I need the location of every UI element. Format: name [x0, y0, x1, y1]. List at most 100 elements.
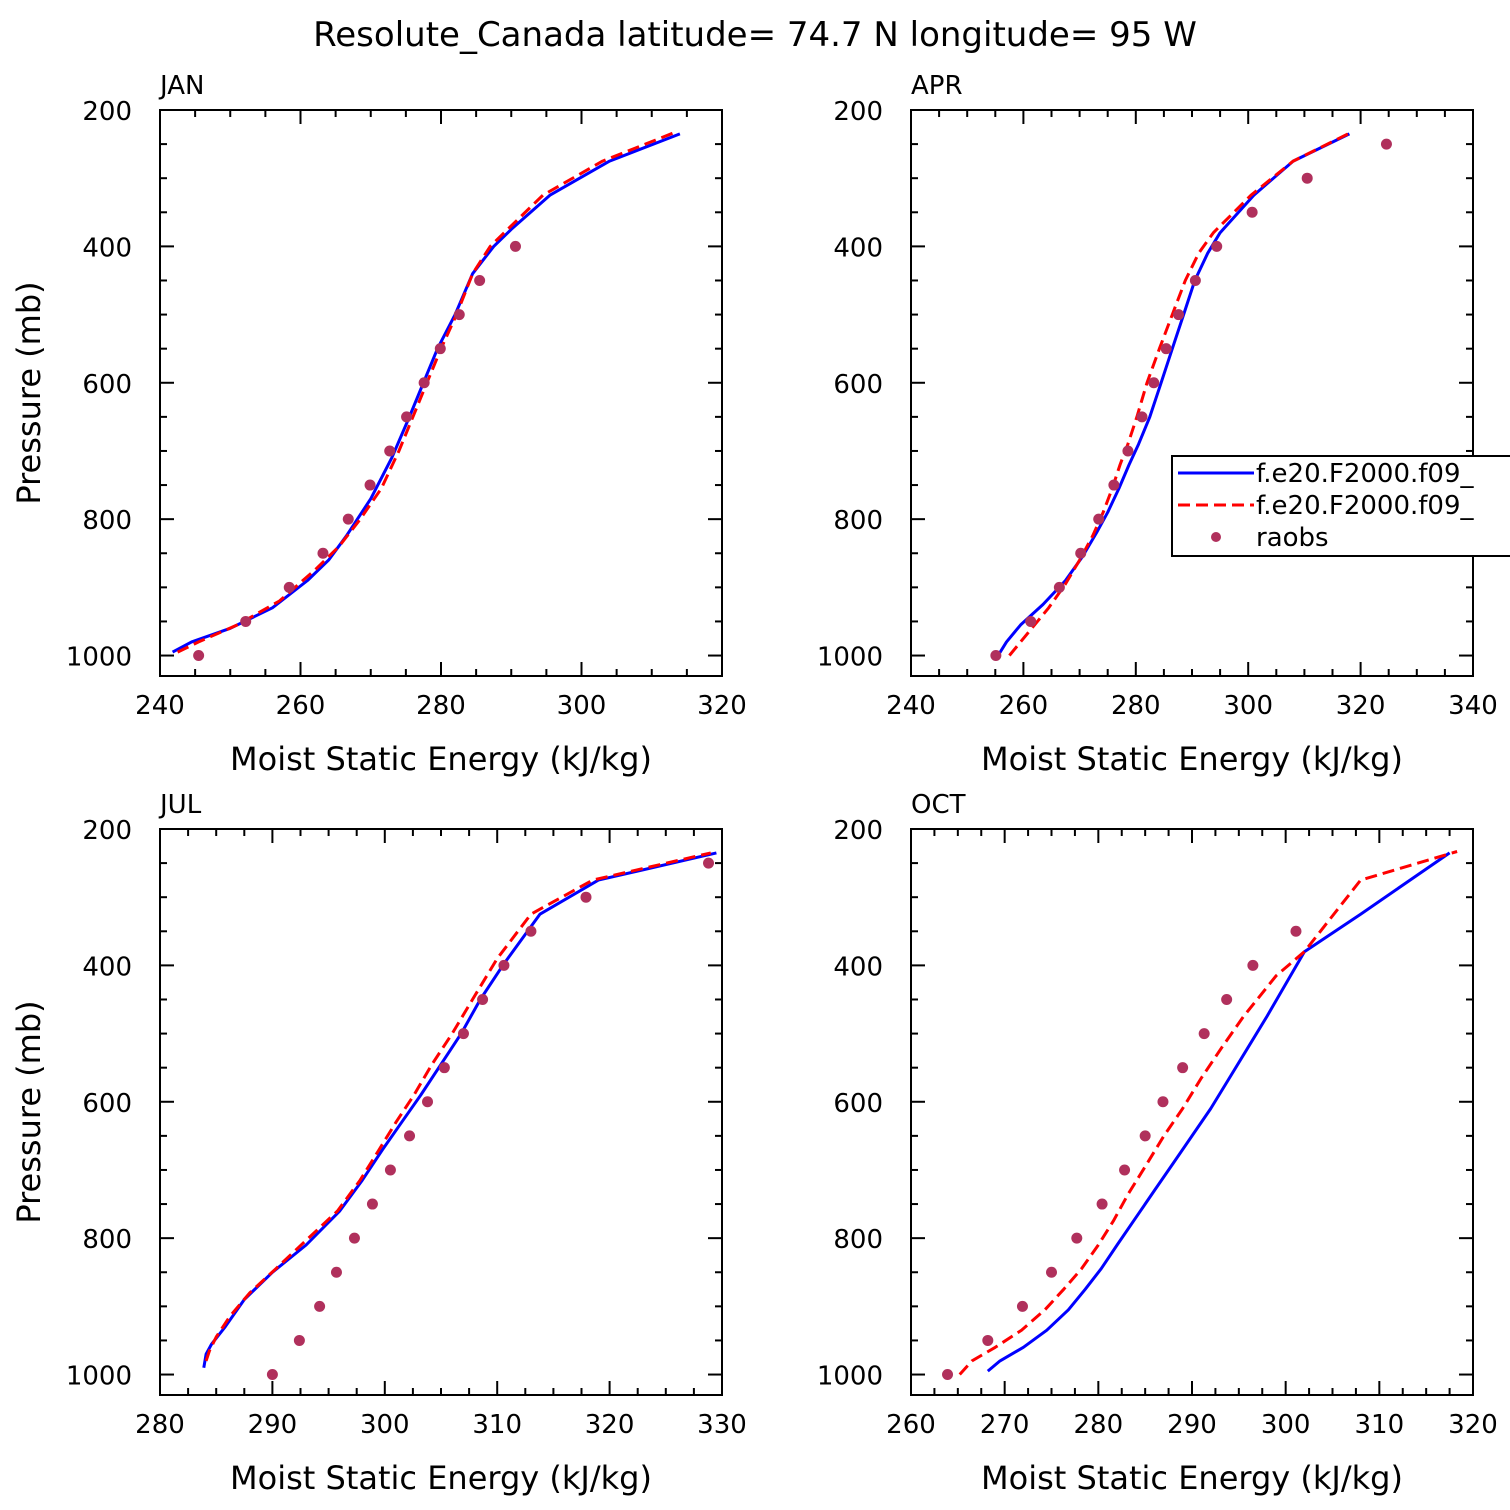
panel-jan-raobs-point: [240, 615, 252, 627]
panel-apr-raobs-point: [1148, 377, 1160, 389]
panel-jan-ytick-label: 1000: [66, 643, 132, 673]
panel-jul-xtick-label: 330: [697, 1410, 747, 1440]
panel-jan-raobs-point: [342, 513, 354, 525]
panel-oct-raobs-point: [1016, 1300, 1028, 1312]
panel-jan: JAN 240 260 280 300 320 200 400 600 800 1000 Moist …: [10, 71, 747, 778]
panel-apr-raobs-point: [1136, 411, 1148, 423]
panel-jul-ytick-label: 600: [82, 1089, 132, 1119]
panel-jul-label: JUL: [158, 790, 202, 820]
panel-jul-xtick-label: 280: [135, 1410, 185, 1440]
panel-jan-label: JAN: [158, 71, 204, 101]
panel-oct-xtick-label: 290: [1167, 1410, 1217, 1440]
panel-apr-xtick-label: 320: [1336, 691, 1386, 721]
panel-jan-raobs-point: [434, 343, 446, 355]
panel-apr-ytick-label: 1000: [817, 643, 883, 673]
panel-jul-ylabel: Pressure (mb): [10, 1000, 48, 1223]
panel-apr-label: APR: [911, 71, 963, 101]
panel-jan-raobs-point: [283, 581, 295, 593]
panel-apr-ytick-label: 800: [833, 506, 883, 536]
panel-oct-raobs-point: [1071, 1232, 1083, 1244]
panel-oct-raobs-point: [1139, 1130, 1151, 1142]
panel-jan-xtick-label: 280: [416, 691, 466, 721]
panel-jul-xtick-label: 300: [360, 1410, 410, 1440]
panel-oct-label: OCT: [911, 790, 966, 820]
panel-jul-raobs-point: [330, 1266, 342, 1278]
panel-apr-raobs-point: [1211, 240, 1223, 252]
panel-jul-raobs-point: [498, 959, 510, 971]
panel-oct-ytick-label: 1000: [817, 1362, 883, 1392]
panel-apr-ytick-label: 400: [833, 233, 883, 263]
panel-apr: APR 240 260 280 300 320 340 200 400 600 800 1000 Moi…: [817, 71, 1498, 778]
panel-oct-xtick-label: 300: [1261, 1410, 1311, 1440]
panel-apr-raobs-point: [1173, 309, 1185, 321]
panel-jul-xtick-label: 290: [248, 1410, 298, 1440]
panel-oct-xtick-label: 310: [1355, 1410, 1405, 1440]
panel-apr-xtick-label: 340: [1448, 691, 1498, 721]
panel-apr-xtick-label: 280: [1111, 691, 1161, 721]
panel-jul-raobs-point: [580, 891, 592, 903]
panel-jul-raobs-point: [438, 1062, 450, 1074]
panel-jan-ytick-label: 800: [82, 506, 132, 536]
panel-jul-ytick-label: 1000: [66, 1362, 132, 1392]
panel-jul-raobs-point: [293, 1334, 305, 1346]
panel-apr-raobs-point: [1189, 274, 1201, 286]
panel-jul: JUL 280 290 300 310 320 330 200 400 600 800 1000 Moi…: [10, 790, 747, 1497]
panel-oct: OCT 260 270 280 290 300 310 320 200 400 600 800 1000…: [817, 790, 1498, 1497]
panel-jul-raobs-point: [348, 1232, 360, 1244]
panel-jan-xlabel: Moist Static Energy (kJ/kg): [230, 740, 652, 778]
panel-oct-ytick-label: 600: [833, 1089, 883, 1119]
panel-jan-ytick-label: 200: [82, 97, 132, 127]
panel-oct-raobs-point: [1046, 1266, 1057, 1278]
panel-oct-raobs-point: [1198, 1028, 1210, 1040]
panel-oct-raobs-point: [1157, 1096, 1169, 1108]
panel-jan-raobs-point: [401, 411, 413, 423]
panel-jan-series-dashed-line: [176, 130, 677, 654]
panel-oct-xtick-label: 280: [1074, 1410, 1124, 1440]
panel-oct-ytick-label: 400: [833, 952, 883, 982]
panel-jul-ytick-label: 200: [82, 816, 132, 846]
panel-apr-raobs-point: [1160, 343, 1172, 355]
panel-oct-xtick-label: 270: [980, 1410, 1030, 1440]
panel-apr-xtick-label: 260: [999, 691, 1049, 721]
panel-jan-raobs-point: [474, 274, 486, 286]
panel-apr-raobs-point: [1093, 513, 1105, 525]
panel-apr-series-solid-line: [996, 132, 1351, 657]
panel-jul-raobs-point: [314, 1300, 326, 1312]
panel-jul-raobs-point: [477, 993, 489, 1005]
panel-oct-series-dashed-line: [958, 850, 1458, 1376]
panel-jan-ytick-label: 600: [82, 370, 132, 400]
panel-oct-xtick-label: 320: [1448, 1410, 1498, 1440]
legend: f.e20.F2000.f09_ f.e20.F2000.f09_ raobs: [1171, 455, 1510, 557]
panel-oct-raobs-point: [1119, 1164, 1131, 1176]
legend-marker-swatch: [1211, 532, 1221, 542]
panel-jan-xtick-label: 240: [135, 691, 185, 721]
panel-jan-xtick-label: 300: [557, 691, 607, 721]
panel-apr-raobs-point: [1075, 547, 1087, 559]
panel-jan-raobs-point: [509, 240, 521, 252]
panel-apr-raobs-point: [1246, 206, 1258, 218]
panel-apr-raobs-point: [990, 650, 1002, 662]
panel-apr-plot-area: [996, 130, 1353, 657]
panel-oct-raobs-point: [942, 1369, 954, 1381]
panel-jan-raobs-point: [317, 547, 329, 559]
panel-jul-raobs-point: [422, 1096, 434, 1108]
panel-oct-raobs-point: [982, 1334, 994, 1346]
panel-jan-raobs-point: [384, 445, 396, 457]
panel-jan-raobs-point: [364, 479, 376, 491]
panel-apr-xlabel: Moist Static Energy (kJ/kg): [981, 740, 1403, 778]
panel-jul-raobs-point: [384, 1164, 396, 1176]
panel-jul-raobs-point: [457, 1028, 469, 1040]
panel-oct-raobs-point: [1290, 925, 1302, 937]
panels: JAN 240 260 280 300 320 200 400 600 800 1000 Moist …: [10, 71, 1498, 1497]
panel-apr-ytick-label: 200: [833, 97, 883, 127]
panel-jan-xtick-label: 320: [697, 691, 747, 721]
panel-apr-raobs-point: [1108, 479, 1120, 491]
panel-jan-raobs-point: [418, 377, 430, 389]
panel-jan-xtick-label: 260: [276, 691, 326, 721]
panel-apr-raobs-point: [1380, 138, 1392, 150]
panel-oct-xtick-label: 260: [886, 1410, 936, 1440]
panel-jul-xtick-label: 310: [472, 1410, 522, 1440]
legend-entry-3-label: raobs: [1256, 523, 1329, 553]
panel-jul-ytick-label: 800: [82, 1225, 132, 1255]
